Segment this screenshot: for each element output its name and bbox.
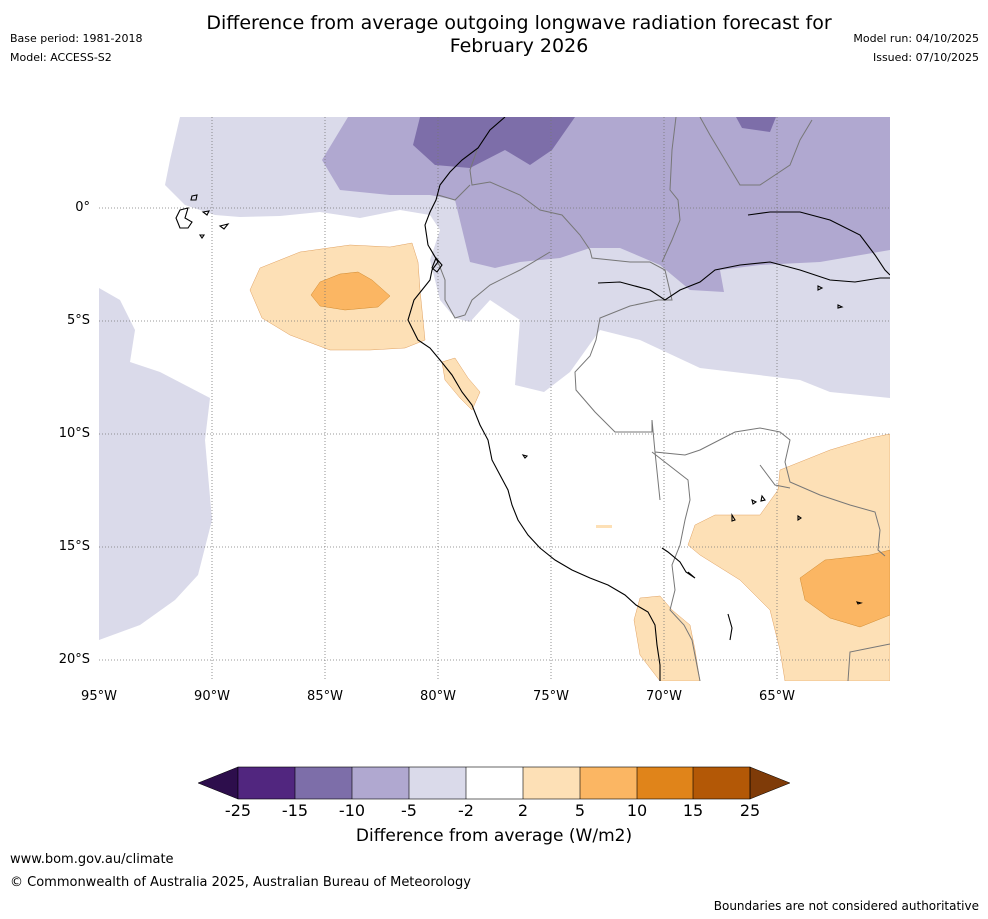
colorbar xyxy=(197,766,791,800)
anomaly-region-pos-light-spot xyxy=(596,525,612,528)
lon-label-85w: 85°W xyxy=(307,689,343,704)
country-boundaries xyxy=(429,117,890,681)
colorbar-high-extension xyxy=(749,766,791,800)
anomaly-region-neg-dark-2 xyxy=(736,117,776,132)
colorbar-tick: -10 xyxy=(338,801,366,820)
anomaly-region-neg-dark-1 xyxy=(413,117,575,168)
model-run-date: Model run: 04/10/2025 xyxy=(853,32,979,45)
colorbar-segment xyxy=(352,767,409,799)
gridlines xyxy=(99,117,890,681)
colorbar-tick: 10 xyxy=(626,801,648,820)
issued-date: Issued: 07/10/2025 xyxy=(872,51,979,64)
colorbar-segment xyxy=(693,767,750,799)
lon-label-65w: 65°W xyxy=(759,689,795,704)
anomaly-region-pos-mid-coast xyxy=(310,271,391,311)
colorbar-tick: 25 xyxy=(739,801,761,820)
website-link[interactable]: www.bom.gov.au/climate xyxy=(10,852,174,867)
coastline xyxy=(175,117,890,681)
colorbar-tick: -2 xyxy=(458,801,474,820)
title-line-1: Difference from average outgoing longwav… xyxy=(206,12,832,34)
colorbar-dividers xyxy=(294,767,694,799)
colorbar-tick: 15 xyxy=(682,801,704,820)
colorbar-tick: -25 xyxy=(224,801,252,820)
colorbar-segment xyxy=(466,767,523,799)
anomaly-region-pos-mid-bolivia xyxy=(799,549,890,628)
lat-label-20s: 20°S xyxy=(58,652,90,667)
map-area xyxy=(99,117,890,681)
lon-label-90w: 90°W xyxy=(194,689,230,704)
colorbar-title: Difference from average (W/m2) xyxy=(355,826,633,846)
colorbar-segment xyxy=(637,767,693,799)
lon-label-80w: 80°W xyxy=(420,689,456,704)
colorbar-segment xyxy=(580,767,637,799)
title-line-2: February 2026 xyxy=(449,35,589,57)
copyright-notice: © Commonwealth of Australia 2025, Austra… xyxy=(10,875,471,890)
colorbar-segment xyxy=(238,767,295,799)
colorbar-tick: -15 xyxy=(281,801,309,820)
lon-label-70w: 70°W xyxy=(646,689,682,704)
colorbar-tick: -5 xyxy=(401,801,417,820)
lon-label-95w: 95°W xyxy=(81,689,117,704)
lon-label-75w: 75°W xyxy=(533,689,569,704)
lat-label-5s: 5°S xyxy=(66,313,90,328)
boundaries-disclaimer: Boundaries are not considered authoritat… xyxy=(713,899,979,913)
base-period: Base period: 1981-2018 xyxy=(10,32,143,45)
colorbar-segment xyxy=(523,767,580,799)
lat-label-10s: 10°S xyxy=(58,426,90,441)
anomaly-region-neg-light-west xyxy=(99,288,212,640)
lat-label-0: 0° xyxy=(75,200,90,215)
colorbar-low-extension xyxy=(197,766,239,800)
colorbar-tick: 5 xyxy=(574,801,586,820)
chart-title: Difference from average outgoing longwav… xyxy=(0,12,988,58)
colorbar-outline xyxy=(237,766,751,800)
colorbar-tick: 2 xyxy=(517,801,529,820)
model-name: Model: ACCESS-S2 xyxy=(10,51,112,64)
anomaly-region-pos-light-peru xyxy=(441,357,481,411)
colorbar-segment xyxy=(409,767,466,799)
colorbar-segment xyxy=(295,767,352,799)
lat-label-15s: 15°S xyxy=(58,539,90,554)
